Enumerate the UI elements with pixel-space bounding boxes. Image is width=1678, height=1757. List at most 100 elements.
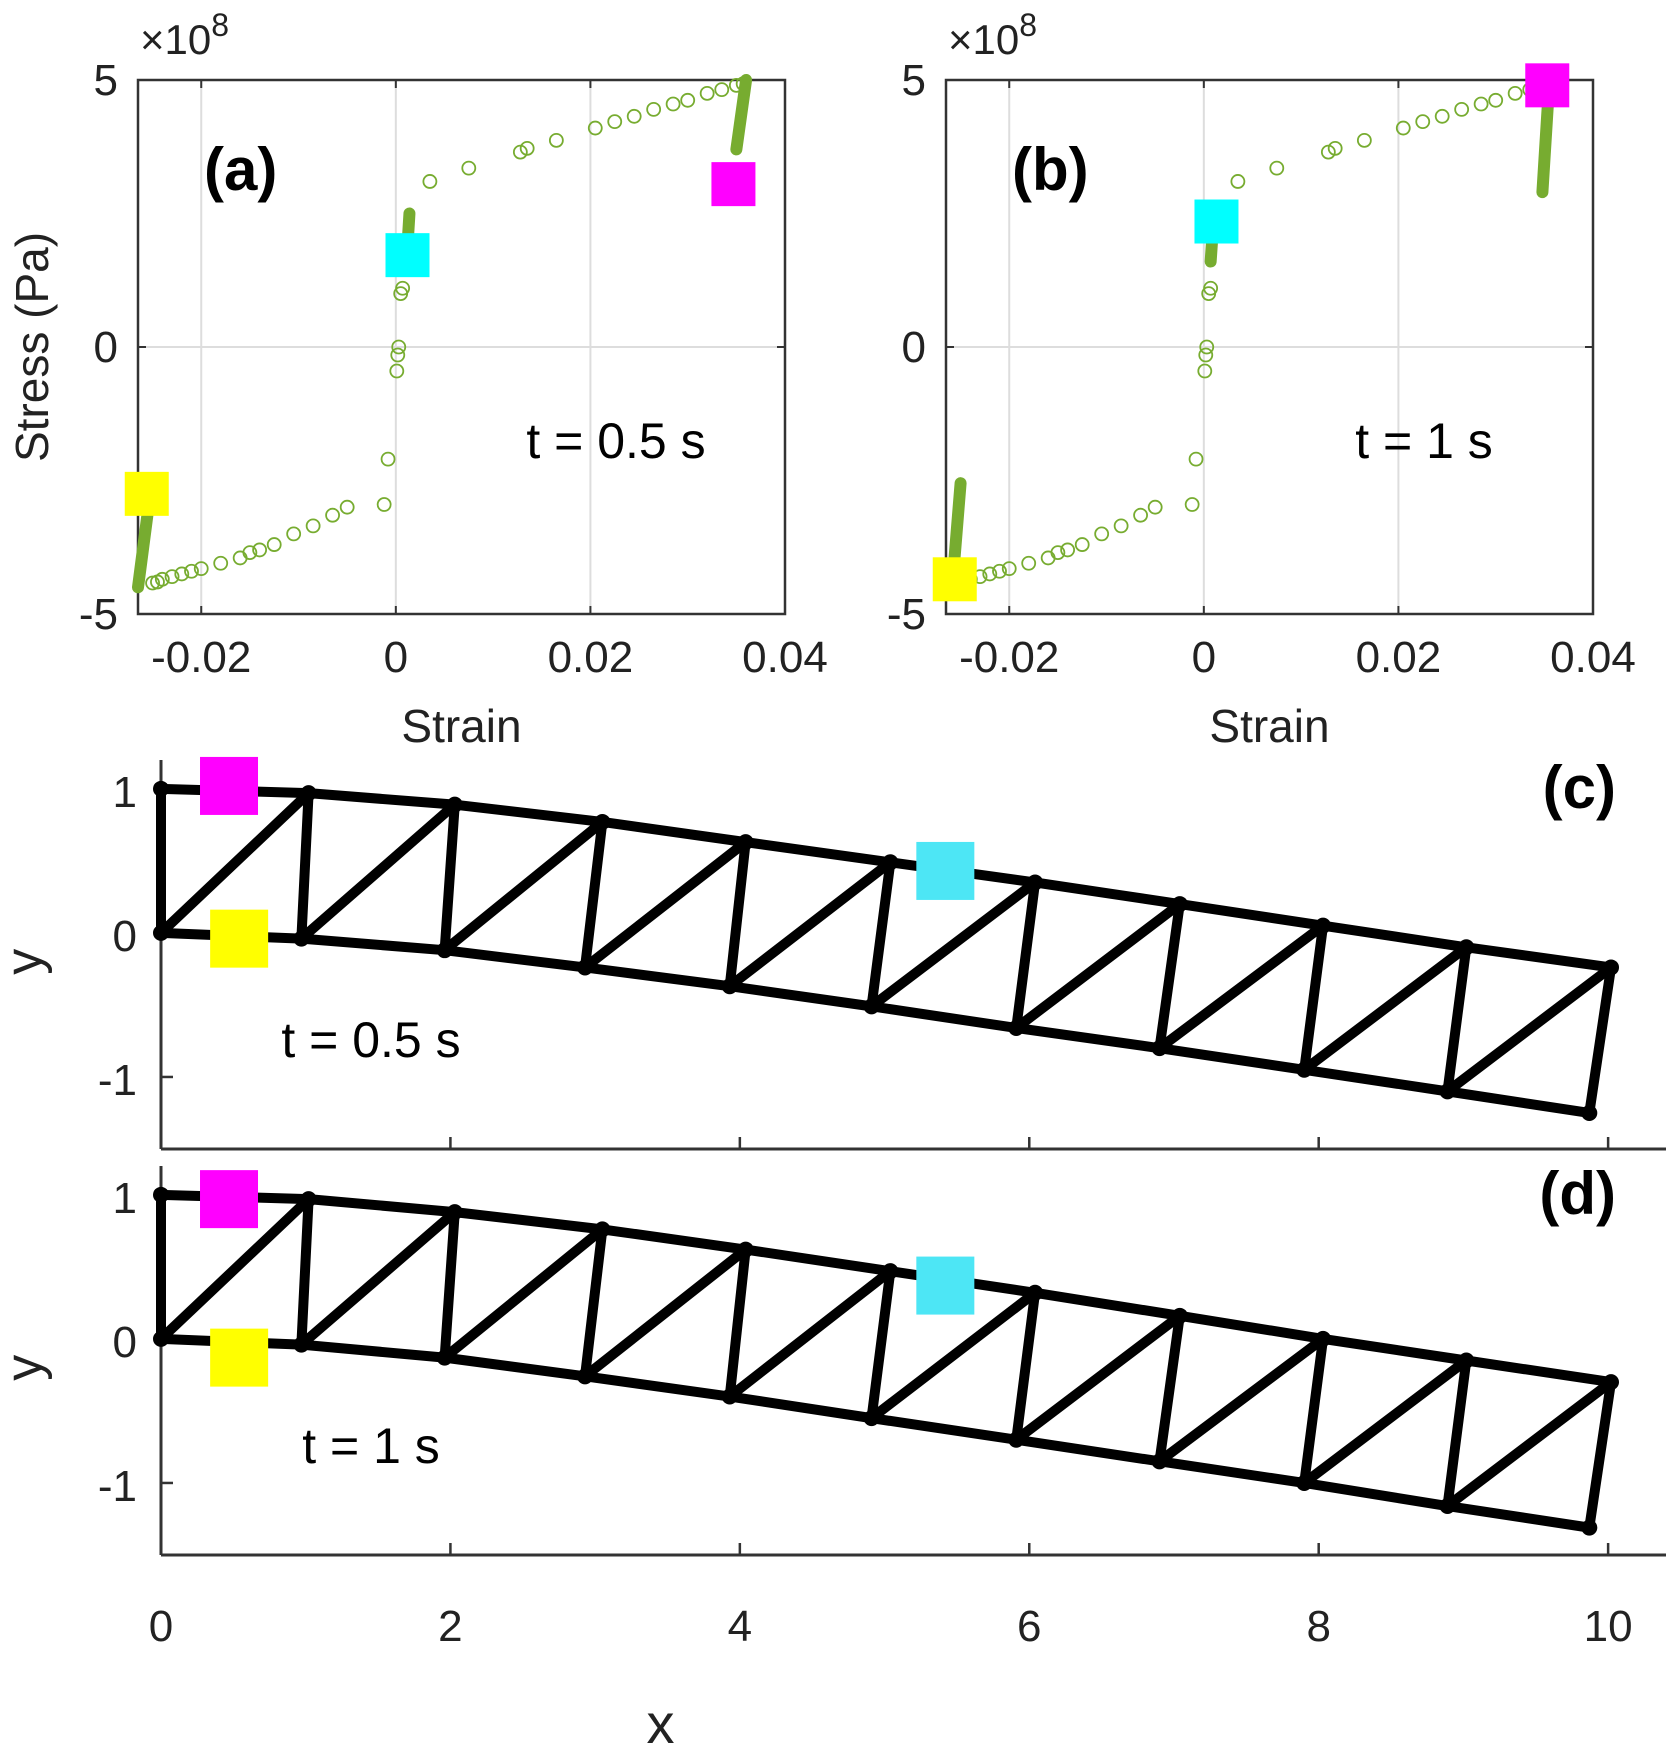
truss-member — [1011, 899, 1185, 1033]
truss-node — [737, 834, 754, 851]
cyan_truss-marker — [916, 841, 975, 900]
yellow-marker — [932, 557, 977, 602]
truss-member — [156, 1194, 314, 1344]
data-point — [266, 537, 282, 552]
data-point — [1395, 120, 1411, 136]
truss-member — [1011, 1022, 1165, 1054]
truss-node — [737, 1241, 754, 1258]
magenta-marker — [1525, 63, 1570, 108]
truss-member — [866, 877, 1041, 1012]
truss-node — [1151, 1453, 1168, 1470]
data-point — [286, 526, 302, 542]
panel-label: (a) — [204, 136, 277, 203]
data-point — [1473, 96, 1489, 112]
data-point — [1488, 92, 1504, 108]
truss-member — [597, 816, 751, 848]
x-axis-label: x — [647, 1692, 675, 1755]
data-point — [232, 550, 248, 566]
yellow-marker — [210, 909, 269, 968]
truss-member — [724, 1391, 877, 1424]
cyan-marker — [1194, 199, 1239, 244]
data-point — [1434, 108, 1450, 124]
truss-member — [296, 933, 450, 956]
x-tick-label: 0 — [384, 633, 408, 682]
truss-node — [721, 1388, 738, 1405]
truss-node — [446, 796, 463, 813]
truss-node — [446, 1204, 463, 1221]
truss-member — [439, 799, 460, 956]
truss-member — [449, 799, 608, 827]
truss-node — [1439, 1498, 1456, 1515]
y-tick-label: 5 — [902, 56, 926, 105]
truss-member — [580, 962, 735, 992]
x-tick-label: 0.04 — [742, 633, 828, 682]
truss-node — [1027, 874, 1044, 891]
truss-member — [439, 1224, 608, 1363]
truss-node — [577, 1368, 594, 1385]
x-tick-label: 2 — [438, 1602, 462, 1651]
truss-member — [296, 799, 460, 944]
panel-a: -0.02 0 0.02 0.04 -5 0 5 ×108 Strain Stress (Pa) (… — [6, 7, 828, 752]
truss-node — [436, 942, 453, 959]
truss-node — [1581, 1519, 1598, 1536]
y-tick-label: -1 — [98, 1056, 137, 1105]
magenta-marker — [200, 1170, 259, 1229]
truss-member — [1011, 877, 1041, 1033]
truss-member — [1442, 1355, 1472, 1512]
data-point — [1184, 497, 1200, 512]
data-point — [193, 561, 209, 577]
data-point — [680, 92, 696, 108]
truss-member — [1011, 1310, 1185, 1445]
data-point — [242, 545, 258, 560]
truss-member — [1154, 899, 1185, 1054]
truss-node — [1439, 1083, 1456, 1100]
y-tick-label: 0 — [902, 323, 926, 372]
state-path-segment — [730, 74, 753, 156]
x-tick-label: 0.02 — [1356, 633, 1442, 682]
time-annotation: t = 0.5 s — [526, 413, 705, 469]
truss-node — [1008, 1431, 1025, 1448]
yellow-marker — [210, 1328, 269, 1387]
truss-member — [1299, 1477, 1453, 1512]
truss-node — [300, 785, 317, 802]
truss-member — [1299, 1064, 1453, 1097]
truss-member — [296, 788, 314, 944]
data-point — [1074, 537, 1090, 552]
data-point — [1507, 85, 1523, 101]
truss-node — [1458, 939, 1475, 956]
data-point — [461, 160, 477, 176]
cyan_truss-marker — [916, 1256, 975, 1315]
data-point — [982, 566, 998, 582]
truss-node — [1171, 1307, 1188, 1324]
data-point — [1327, 140, 1343, 156]
truss-node — [153, 924, 169, 941]
truss-member — [296, 1339, 450, 1363]
data-point — [646, 101, 662, 117]
data-point — [519, 140, 535, 156]
data-point — [1203, 280, 1219, 296]
truss-member — [296, 1194, 314, 1350]
truss-member — [580, 1244, 751, 1382]
truss-node — [293, 930, 310, 947]
truss-member — [439, 945, 591, 973]
truss-node — [594, 813, 611, 830]
cyan-marker — [385, 233, 430, 278]
x-tick-label: 4 — [728, 1602, 752, 1651]
data-point — [992, 563, 1007, 579]
x-tick-label: 8 — [1306, 1602, 1330, 1651]
truss-node — [1008, 1019, 1025, 1036]
truss-member — [724, 1266, 896, 1402]
truss-member — [1299, 942, 1472, 1075]
truss-member — [1154, 1310, 1185, 1467]
truss-member — [449, 1207, 608, 1235]
truss-member — [866, 1266, 896, 1424]
data-point — [305, 518, 321, 534]
data-point — [213, 555, 229, 571]
time-annotation: t = 1 s — [1355, 413, 1493, 469]
x-tick-label: 0.02 — [548, 633, 634, 682]
truss-node — [293, 1336, 310, 1353]
data-point — [1094, 526, 1110, 542]
truss-node — [1296, 1061, 1313, 1078]
truss-member — [1154, 1456, 1310, 1488]
truss-node — [153, 1186, 169, 1203]
